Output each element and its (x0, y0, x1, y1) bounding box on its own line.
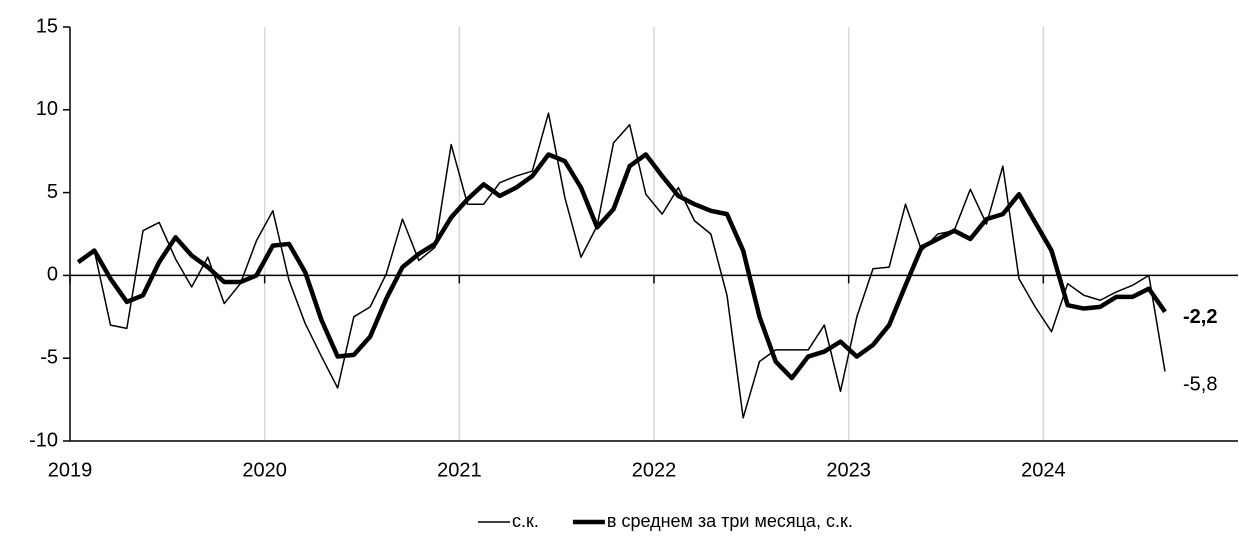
x-tick-label: 2021 (437, 459, 482, 481)
x-tick-label: 2024 (1021, 459, 1066, 481)
legend-label: с.к. (512, 511, 539, 531)
end-label: -2,2 (1183, 306, 1217, 328)
y-tick-label: 0 (47, 264, 58, 286)
x-tick-label: 2023 (826, 459, 871, 481)
end-label: -5,8 (1183, 374, 1217, 396)
y-tick-label: -10 (29, 429, 58, 451)
x-tick-label: 2020 (242, 459, 287, 481)
y-tick-label: 15 (36, 15, 58, 37)
series-line (76, 152, 1167, 381)
legend-label: в среднем за три месяца, с.к. (607, 511, 853, 531)
y-tick-label: 10 (36, 98, 58, 120)
y-tick-label: 5 (47, 181, 58, 203)
series-line (77, 112, 1166, 419)
y-tick-label: -5 (40, 346, 58, 368)
x-tick-label: 2019 (48, 459, 93, 481)
x-tick-label: 2022 (632, 459, 677, 481)
